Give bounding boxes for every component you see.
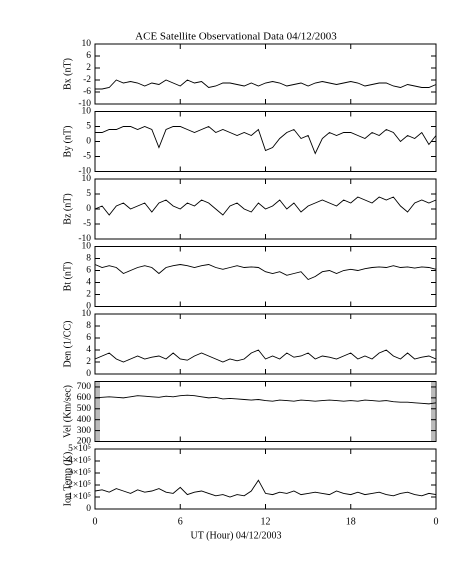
y-tick-label: 600 [77,393,92,403]
y-tick-label: 10 [82,174,92,184]
y-tick-label: 3×10⁵ [68,468,91,478]
y-tick-label: 10 [82,107,92,117]
y-tick-label: 10 [82,39,92,49]
y-tick-label: 400 [77,415,92,425]
y-tick-label: 10 [82,242,92,252]
y-tick-label: 10 [82,309,92,319]
y-axis-label: Bx (nT) [62,58,73,90]
x-tick-label: 6 [178,516,183,527]
y-tick-label: 4×10⁵ [68,456,91,466]
y-tick-label: 2 [86,63,91,73]
y-tick-label: -5 [83,219,91,229]
y-tick-label: -5 [83,152,91,162]
y-tick-label: 8 [86,254,91,264]
y-tick-label: 200 [77,437,92,447]
y-axis-label: Den (1/CC) [62,321,73,368]
y-tick-label: -10 [78,167,91,177]
chart-title: ACE Satellite Observational Data 04/12/2… [135,31,337,43]
y-tick-label: 2 [86,357,91,367]
y-tick-label: 8 [86,321,91,331]
data-line [94,349,437,363]
y-tick-label: 5×10⁵ [68,444,91,454]
y-tick-label: 0 [86,302,91,312]
data-line [94,394,437,405]
y-axis-label: By (nT) [62,126,73,158]
y-tick-label: 5 [86,122,91,132]
x-axis-label: UT (Hour) 04/12/2003 [191,530,282,541]
y-axis-label: Bz (nT) [62,193,73,224]
y-axis-label: Bt (nT) [62,262,73,292]
x-tick-label: 12 [261,516,271,527]
y-tick-label: 700 [77,382,92,392]
data-gap [96,381,100,442]
y-tick-label: -6 [83,87,91,97]
x-tick-label: 18 [346,516,356,527]
y-tick-label: 4 [86,278,91,288]
data-line [95,125,437,155]
y-tick-label: 4 [86,345,91,355]
data-line [95,79,437,90]
y-tick-label: -2 [83,75,91,85]
y-tick-label: 6 [86,333,91,343]
y-tick-label: 2 [86,290,91,300]
y-tick-label: 500 [77,404,92,414]
y-tick-label: -10 [78,99,91,109]
y-tick-label: 0 [86,204,91,214]
y-axis-label: Vel (Km/sec) [62,385,73,438]
y-tick-label: 0 [86,137,91,147]
y-tick-label: 5 [86,189,91,199]
y-tick-label: 0 [86,369,91,379]
y-tick-label: 6 [86,266,91,276]
y-tick-label: 300 [77,426,92,436]
x-tick-label: 0 [93,516,98,527]
data-line [94,196,437,216]
y-tick-label: -10 [78,234,91,244]
data-line [94,264,437,281]
y-tick-label: 0 [86,504,91,514]
data-line [94,479,437,498]
y-tick-label: 1×10⁵ [68,492,91,502]
data-gap [431,381,435,442]
y-axis-label: Ion Temp (K) [62,452,73,507]
y-tick-label: 6 [86,51,91,61]
y-tick-label: 2×10⁵ [68,480,91,490]
x-tick-label: 0 [434,516,439,527]
